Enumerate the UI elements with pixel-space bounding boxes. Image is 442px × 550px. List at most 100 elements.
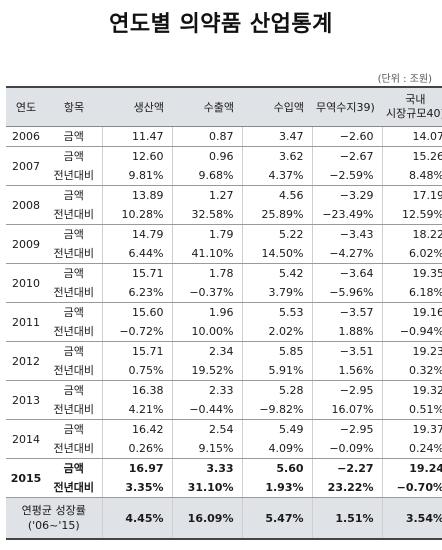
growth-trade-balance: −0.09% [312,439,383,459]
growth-export: 19.52% [172,361,243,381]
average-trade-balance: 1.51% [312,497,383,540]
year-cell: 2015 [6,458,46,498]
page-title: 연도별 의약품 산업통계 [109,12,333,37]
amount-production: 15.60 [102,302,173,322]
amount-market-size: 19.37 [412,423,442,436]
growth-production: 3.35% [102,478,173,498]
amount-export: 1.96 [172,302,243,322]
amount-production: 16.42 [102,419,173,439]
unit-note: (단위 : 조원) [377,74,432,85]
amount-market-size: 19.32 [412,384,442,397]
average-market-size: 3.54% [382,497,442,540]
table-row: 2006 금액 11.47 0.87 3.47 −2.60 14.07 [6,126,442,147]
header-market-line2: 시장규모40) [386,107,442,120]
amount-import: 5.22 [242,224,313,244]
amount-label: 금액 [46,263,103,283]
amount-trade-balance: −3.57 [312,302,383,322]
header-import: 수입액 [242,86,312,127]
growth-export: 10.00% [172,322,243,342]
amount-production: 11.47 [102,126,173,147]
growth-production: 4.21% [102,400,173,420]
growth-export: −0.44% [172,400,243,420]
amount-export: 2.54 [172,419,243,439]
table-row: 2014 금액 16.42 2.54 5.49 −2.95 19.37 [6,419,442,459]
growth-import: 5.91% [242,361,313,381]
growth-import: 1.93% [242,478,313,498]
year-cell: 2011 [6,302,46,342]
growth-market-size: 6.18% [382,283,442,303]
growth-trade-balance: −4.27% [312,244,383,264]
growth-market-size: 0.24% [382,439,442,459]
growth-label: 전년대비 [46,439,103,459]
table-row: 전년대비 9.81% 9.68% 4.37% −2.59% 8.48% [6,166,442,186]
amount-label: 금액 [46,146,103,166]
table-row: 전년대비 −0.72% 10.00% 2.02% 1.88% −0.94% [6,322,442,342]
table-row: 2015 금액 16.97 3.33 5.60 −2.27 19.24 [6,458,442,498]
growth-market-size: 0.32% [382,361,442,381]
amount-label: 금액 [46,380,103,400]
table-header-row: 연도 항목 생산액 수출액 수입액 무역수지39) 국내 시장규모40) [6,86,442,127]
header-trade-balance: 무역수지39) [312,86,382,127]
growth-label: 전년대비 [46,361,103,381]
growth-trade-balance: 16.07% [312,400,383,420]
growth-production: 6.23% [102,283,173,303]
growth-market-size: 12.59% [382,205,442,225]
amount-import: 5.28 [242,380,313,400]
table-row: 전년대비 4.21% −0.44% −9.82% 16.07% 0.51% [6,400,442,420]
amount-trade-balance: −2.67 [312,146,383,166]
header-item: 항목 [46,86,102,127]
growth-label: 전년대비 [46,283,103,303]
growth-market-size: 0.51% [382,400,442,420]
growth-production: −0.72% [102,322,173,342]
table-row: 전년대비 0.75% 19.52% 5.91% 1.56% 0.32% [6,361,442,381]
growth-label: 전년대비 [46,166,103,186]
growth-market-size: 8.48% [382,166,442,186]
growth-trade-balance: −23.49% [312,205,383,225]
amount-market-size: 19.23 [412,345,442,358]
amount-trade-balance: −2.27 [312,458,383,478]
year-cell: 2014 [6,419,46,459]
year-cell: 2007 [6,146,46,186]
growth-label: 전년대비 [46,322,103,342]
average-label: 연평균 성장률 ('06~'15) [6,497,103,540]
growth-trade-balance: 1.88% [312,322,383,342]
growth-trade-balance: −5.96% [312,283,383,303]
table-row: 전년대비 6.44% 41.10% 14.50% −4.27% 6.02% [6,244,442,264]
growth-label: 전년대비 [46,478,103,498]
growth-import: 2.02% [242,322,313,342]
amount-import: 3.62 [242,146,313,166]
year-cell: 2010 [6,263,46,303]
amount-label: 금액 [46,302,103,322]
growth-trade-balance: 1.56% [312,361,383,381]
table-row: 2009 금액 14.79 1.79 5.22 −3.43 18.22 [6,224,442,264]
year-cell: 2013 [6,380,46,420]
amount-trade-balance: −3.43 [312,224,383,244]
growth-label: 전년대비 [46,400,103,420]
amount-export: 0.87 [172,126,243,147]
header-market-size: 국내 시장규모40) [382,86,442,127]
amount-market-size: 19.24 [409,462,442,475]
amount-market-size: 15.26 [412,150,442,163]
amount-production: 13.89 [102,185,173,205]
growth-export: 32.58% [172,205,243,225]
year-cell: 2006 [6,126,46,147]
statistics-table: 연도 항목 생산액 수출액 수입액 무역수지39) 국내 시장규모40) 200… [6,86,442,540]
growth-label: 전년대비 [46,244,103,264]
year-cell: 2008 [6,185,46,225]
header-market-line1: 국내 [405,93,426,106]
table-row: 전년대비 0.26% 9.15% 4.09% −0.09% 0.24% [6,439,442,459]
growth-market-size: −0.94% [382,322,442,342]
header-production: 생산액 [102,86,172,127]
growth-production: 9.81% [102,166,173,186]
average-label-line1: 연평균 성장률 [21,504,86,517]
amount-trade-balance: −3.29 [312,185,383,205]
amount-import: 3.47 [242,126,313,147]
amount-trade-balance: −3.51 [312,341,383,361]
growth-trade-balance: −2.59% [312,166,383,186]
growth-market-size: 6.02% [382,244,442,264]
amount-label: 금액 [46,224,103,244]
table-row: 2012 금액 15.71 2.34 5.85 −3.51 19.23 [6,341,442,381]
amount-market-size: 17.19 [412,189,442,202]
average-label-line2: ('06~'15) [27,519,80,532]
growth-export: 31.10% [172,478,243,498]
